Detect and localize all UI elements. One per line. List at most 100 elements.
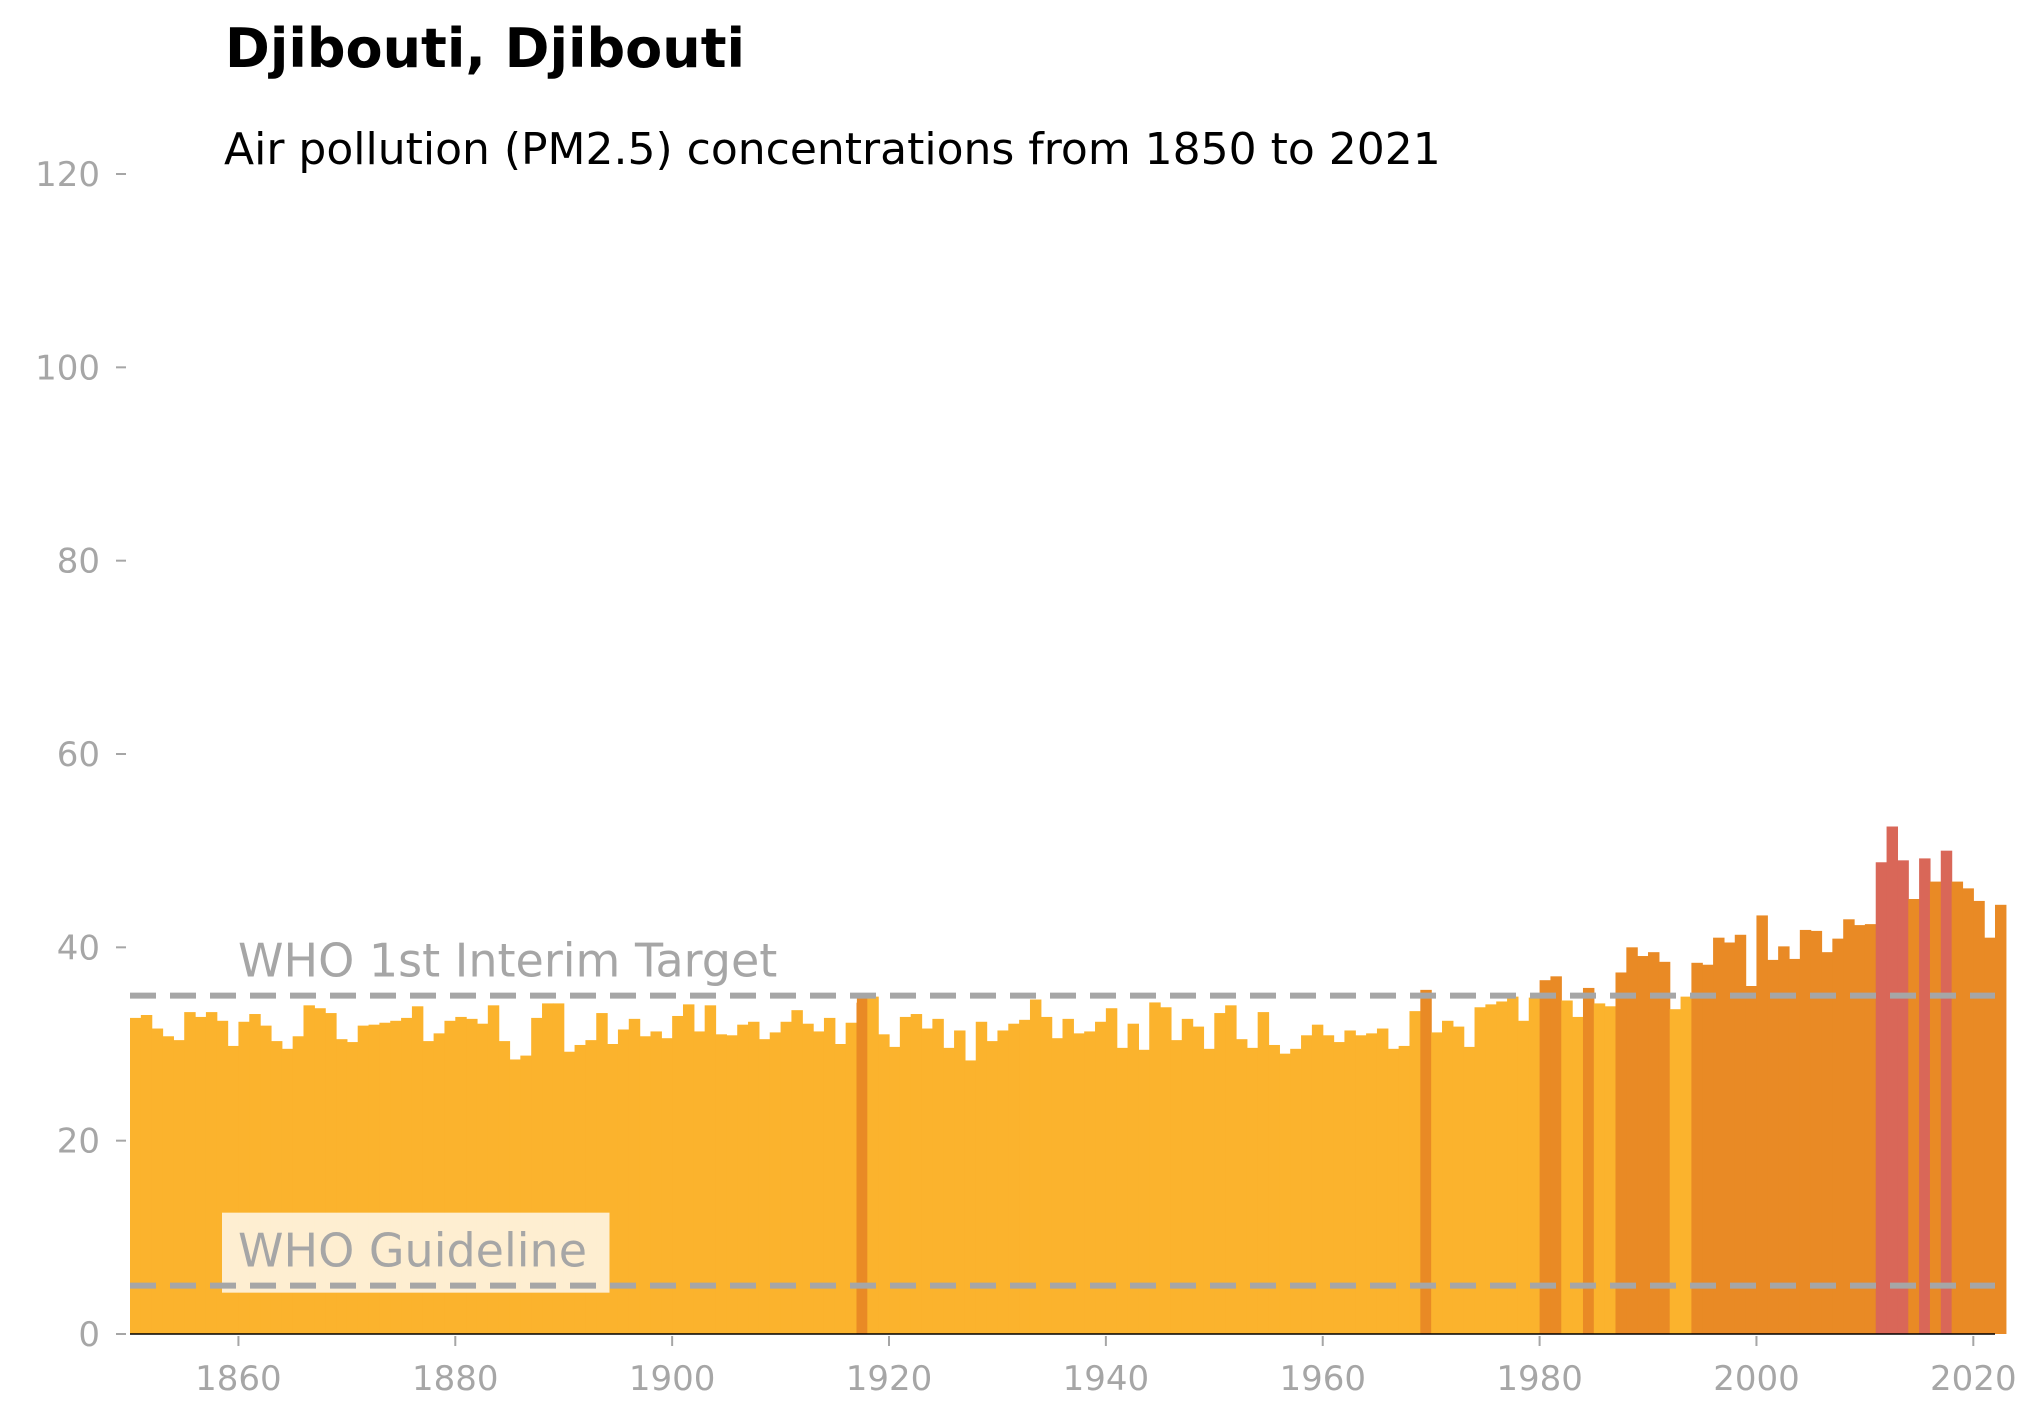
x-tick-label-1940: 1940 [1063,1359,1150,1399]
bar-2002 [1778,946,1790,1334]
bar-1893 [596,1013,608,1334]
bar-1932 [1019,1019,1031,1334]
x-tick-label-1900: 1900 [629,1359,716,1399]
bar-2012 [1886,826,1899,1334]
bar-1955 [1268,1044,1280,1334]
bar-1989 [1637,956,1649,1334]
bar-1865 [292,1036,305,1334]
bar-1953 [1246,1047,1259,1334]
bar-1867 [314,1008,326,1334]
bar-2008 [1843,919,1855,1334]
bar-1884 [498,1041,511,1334]
bar-1857 [205,1012,218,1334]
bar-1863 [270,1041,283,1334]
bar-2020 [1973,900,1985,1334]
bar-1978 [1517,1020,1530,1334]
bar-1985 [1593,1003,1606,1334]
bar-1976 [1496,1001,1508,1334]
bar-1897 [639,1036,652,1334]
bar-1941 [1116,1047,1129,1334]
bar-1916 [845,1022,858,1334]
bar-1923 [921,1028,933,1334]
bar-1949 [1203,1048,1215,1334]
bar-1957 [1290,1048,1302,1334]
bar-1992 [1669,1009,1682,1334]
chart-title: Djibouti, Djibouti [225,17,745,80]
bar-1875 [401,1017,413,1334]
y-tick-label-0: 0 [78,1315,100,1355]
bar-1938 [1084,1031,1096,1334]
bar-1979 [1528,997,1541,1334]
chart-subtitle: Air pollution (PM2.5) concentrations fro… [224,124,1441,175]
bar-1862 [260,1025,272,1334]
x-tick-label-1960: 1960 [1279,1359,1366,1399]
bar-1861 [249,1014,261,1334]
bar-1939 [1095,1021,1107,1334]
bar-1914 [823,1017,836,1334]
bar-1975 [1485,1004,1497,1334]
bar-1921 [899,1016,912,1334]
bar-1878 [433,1033,446,1334]
reference-label-1: WHO Guideline [238,1224,587,1278]
bar-1959 [1311,1024,1324,1334]
bar-1889 [552,1003,565,1334]
bar-1892 [585,1040,597,1334]
bar-1864 [281,1048,294,1334]
bar-1974 [1474,1007,1486,1334]
bar-1877 [422,1041,435,1334]
bar-1860 [238,1021,250,1334]
bar-1963 [1355,1035,1367,1334]
bar-1891 [574,1044,586,1334]
bar-1927 [964,1060,977,1334]
bar-1920 [889,1046,901,1334]
bar-2000 [1756,915,1768,1334]
bar-1880 [455,1016,467,1334]
bar-1887 [531,1017,543,1334]
bar-1859 [227,1045,240,1334]
bar-1909 [769,1032,782,1334]
bar-2021 [1984,937,1996,1334]
bar-1980 [1539,980,1552,1334]
bar-1998 [1734,934,1747,1334]
bar-1965 [1376,1028,1389,1334]
bar-1871 [357,1025,370,1334]
bar-1964 [1366,1033,1378,1334]
bar-1994 [1691,962,1703,1334]
bar-1997 [1723,942,1736,1334]
bar-1981 [1550,976,1562,1334]
bar-1917 [856,994,868,1334]
bar-1906 [737,1024,749,1334]
bar-1869 [336,1039,348,1334]
bar-1855 [184,1012,196,1334]
bar-1870 [346,1042,359,1334]
bar-1873 [379,1022,391,1334]
bar-1902 [693,1031,706,1334]
bar-1910 [780,1021,793,1334]
bar-1883 [487,1005,500,1334]
bar-1912 [802,1023,814,1334]
y-tick-label-40: 40 [57,928,100,968]
bar-1934 [1040,1016,1053,1334]
bar-1942 [1127,1023,1139,1334]
bar-1853 [162,1036,174,1334]
bar-1854 [173,1040,185,1334]
bar-1926 [954,1030,966,1334]
reference-label-backdrop-0 [222,922,857,1003]
bars-group [130,826,2007,1334]
bar-1988 [1626,947,1638,1334]
bar-2005 [1810,930,1823,1334]
bar-1966 [1387,1048,1400,1334]
bar-1894 [607,1044,619,1334]
bar-2011 [1875,862,1888,1334]
y-tick-label-100: 100 [35,348,100,388]
bar-1885 [509,1059,521,1334]
bar-1905 [726,1035,738,1334]
bar-2018 [1951,881,1964,1334]
bar-1936 [1062,1018,1074,1334]
bar-1896 [628,1018,641,1334]
bar-1996 [1713,937,1725,1334]
bar-1967 [1398,1045,1411,1334]
x-axis: 1860 1880 1900 1920 1940 1960 1980 2000 2020 [130,1333,2017,1399]
bar-1951 [1225,1005,1237,1334]
